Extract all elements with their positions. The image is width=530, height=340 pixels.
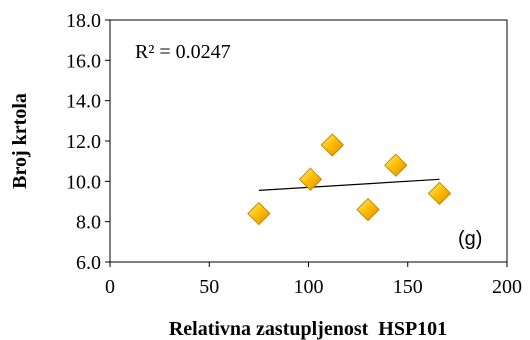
y-tick-label: 10.0 xyxy=(66,171,101,193)
y-tick-label: 14.0 xyxy=(66,91,101,113)
data-point xyxy=(247,201,271,226)
x-tick-label: 200 xyxy=(492,276,522,298)
x-tick-label: 50 xyxy=(199,276,219,298)
x-axis-title: Relativna zastupljenost HSP101 xyxy=(169,318,447,340)
x-tick-label: 100 xyxy=(294,276,324,298)
data-point xyxy=(384,153,408,177)
y-tick-label: 18.0 xyxy=(66,10,101,32)
x-tick-label: 150 xyxy=(393,276,423,298)
data-point xyxy=(427,181,452,206)
y-tick-label: 16.0 xyxy=(66,50,101,72)
y-axis-title: Broj krtola xyxy=(9,93,31,189)
data-point xyxy=(356,197,380,222)
y-tick-label: 6.0 xyxy=(76,252,101,274)
trendline xyxy=(258,178,440,192)
data-point xyxy=(320,133,345,157)
x-tick-label: 0 xyxy=(105,276,115,298)
r-squared-annotation: R² = 0.0247 xyxy=(135,41,231,63)
y-tick-label: 12.0 xyxy=(66,131,101,153)
panel-label: (g) xyxy=(458,228,482,250)
y-tick-label: 8.0 xyxy=(76,212,101,234)
data-point xyxy=(298,167,323,192)
